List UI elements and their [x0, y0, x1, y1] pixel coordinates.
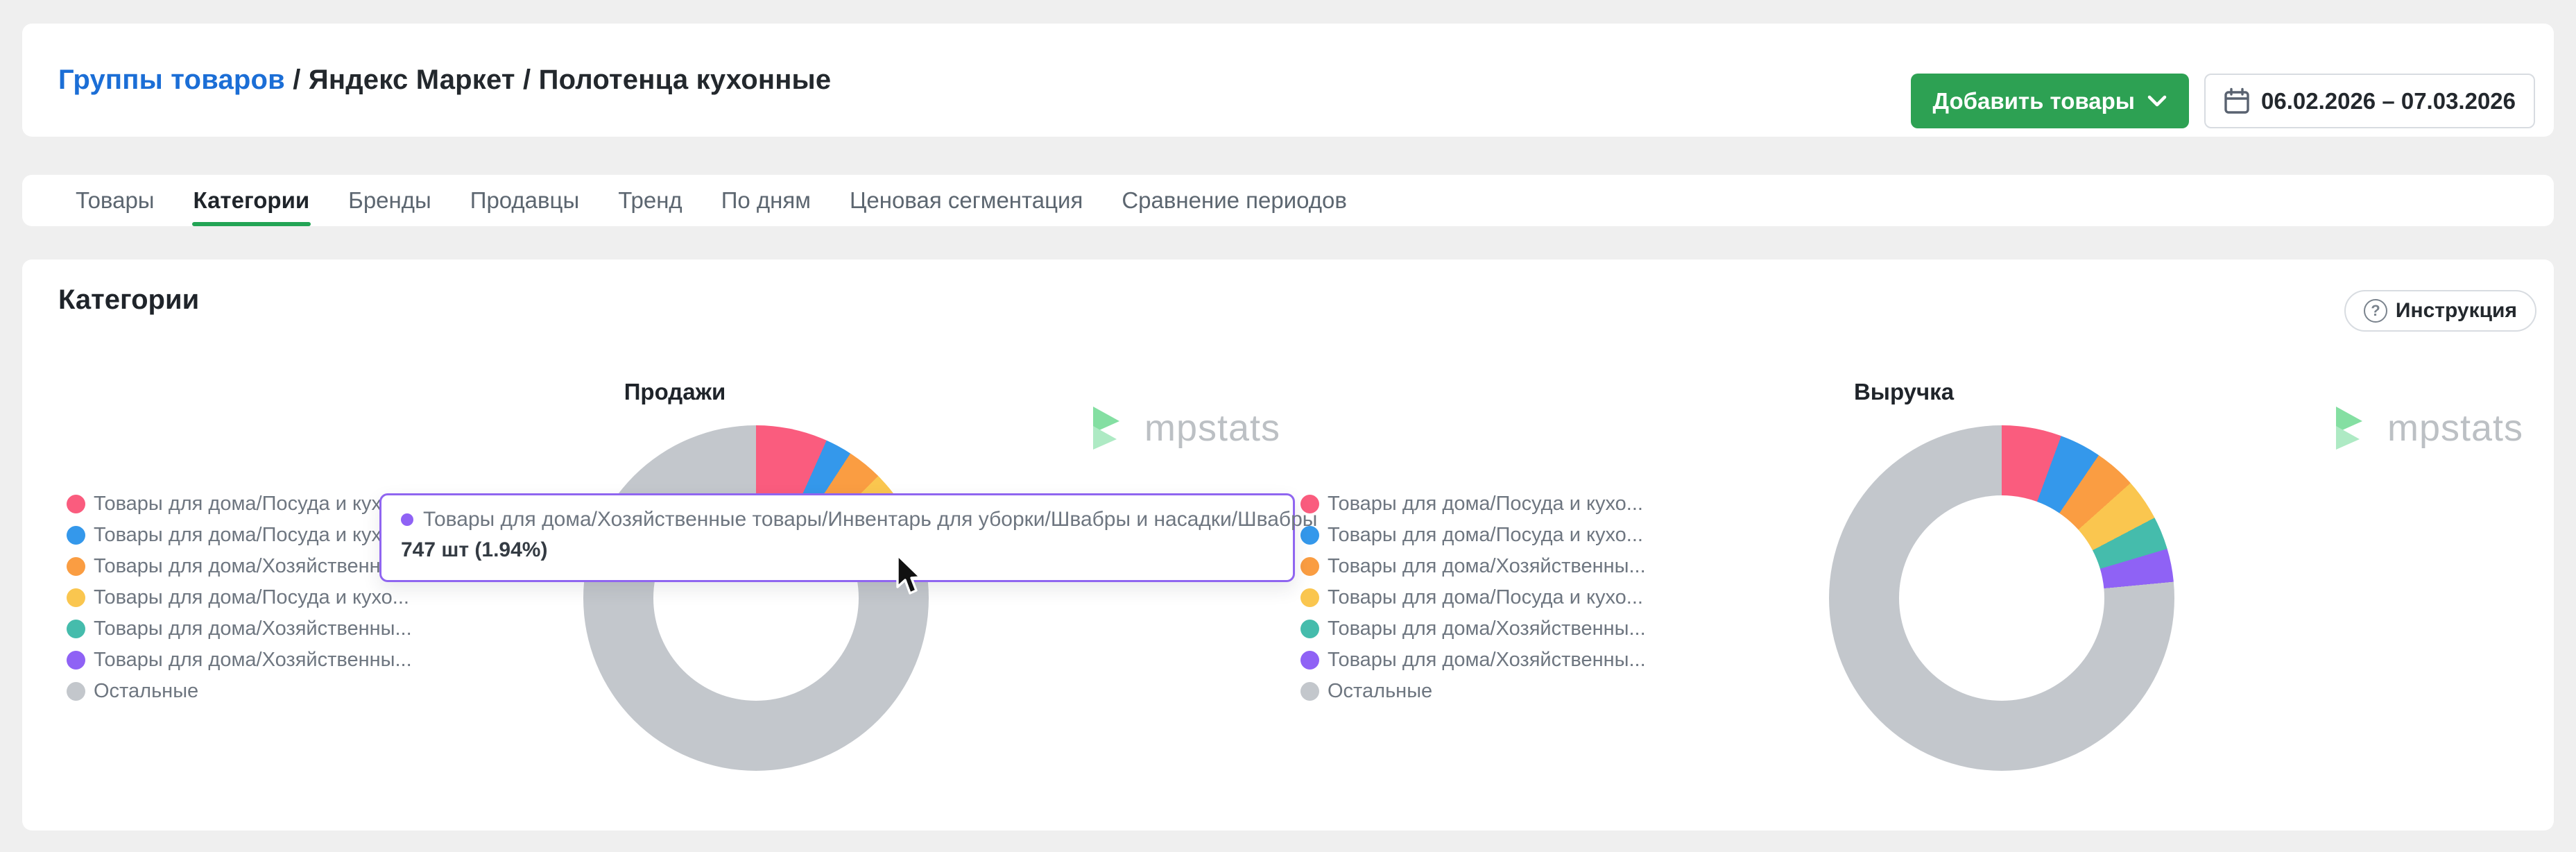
- legend-color-dot: [1300, 557, 1319, 576]
- legend-item-label: Товары для дома/Хозяйственны...: [94, 617, 412, 640]
- revenue-donut-chart[interactable]: [1829, 425, 2174, 771]
- section-title: Категории: [58, 284, 200, 315]
- categories-panel: Категории ? Инструкция Продажи Товары дл…: [22, 259, 2554, 830]
- mpstats-logo-icon: [1093, 407, 1119, 450]
- legend-item-label: Товары для дома/Посуда и кухо...: [1328, 493, 1643, 515]
- legend-color-dot: [1300, 495, 1319, 513]
- legend-item-label: Остальные: [1328, 680, 1433, 702]
- breadcrumb-link-product-groups[interactable]: Группы товаров: [58, 65, 285, 95]
- legend-color-dot: [1300, 682, 1319, 701]
- legend-item-label: Товары для дома/Посуда и кухо...: [94, 493, 409, 515]
- legend-color-dot: [67, 682, 85, 701]
- chevron-down-icon: [2147, 95, 2167, 106]
- legend-item-label: Товары для дома/Хозяйственны...: [94, 649, 412, 671]
- legend-item[interactable]: Товары для дома/Хозяйственны...: [1300, 645, 1646, 676]
- legend-color-dot: [67, 495, 85, 513]
- legend-color-dot: [1300, 526, 1319, 545]
- tab-trend[interactable]: Тренд: [618, 187, 682, 213]
- legend-item[interactable]: Товары для дома/Хозяйственны...: [1300, 613, 1646, 645]
- legend-item-label: Товары для дома/Посуда и кухо...: [94, 524, 409, 546]
- date-range-label: 06.02.2026 – 07.03.2026: [2260, 87, 2516, 114]
- mpstats-watermark: mpstats: [1088, 402, 1280, 454]
- tab-by-days[interactable]: По дням: [721, 187, 811, 213]
- tab-period-comparison[interactable]: Сравнение периодов: [1122, 187, 1347, 213]
- header-actions: Добавить товары 06.02.2026 – 07.03.2026: [1910, 74, 2535, 128]
- mpstats-logo-icon: [2336, 407, 2362, 450]
- tab-brands[interactable]: Бренды: [348, 187, 431, 213]
- legend-item[interactable]: Остальные: [67, 676, 412, 707]
- date-range-picker[interactable]: 06.02.2026 – 07.03.2026: [2204, 74, 2535, 128]
- legend-item[interactable]: Товары для дома/Хозяйственны...: [67, 613, 412, 645]
- add-products-label: Добавить товары: [1932, 87, 2135, 114]
- tab-price-segmentation[interactable]: Ценовая сегментация: [849, 187, 1083, 213]
- legend-item-label: Товары для дома/Посуда и кухо...: [1328, 586, 1643, 608]
- legend-color-dot: [67, 620, 85, 638]
- legend-item[interactable]: Остальные: [1300, 676, 1646, 707]
- tab-sellers[interactable]: Продавцы: [470, 187, 580, 213]
- tooltip-category-label: Товары для дома/Хозяйственные товары/Инв…: [423, 508, 1318, 531]
- legend-item-label: Остальные: [94, 680, 199, 702]
- mpstats-watermark: mpstats: [2330, 402, 2523, 454]
- legend-color-dot: [67, 588, 85, 607]
- legend-color-dot: [67, 557, 85, 576]
- legend-item[interactable]: Товары для дома/Посуда и кухо...: [1300, 488, 1646, 520]
- tabs-bar: Товары Категории Бренды Продавцы Тренд П…: [22, 175, 2554, 226]
- question-icon: ?: [2363, 299, 2387, 323]
- legend-item-label: Товары для дома/Хозяйственны...: [1328, 649, 1646, 671]
- revenue-legend: Товары для дома/Посуда и кухо... Товары …: [1300, 488, 1646, 707]
- legend-color-dot: [1300, 620, 1319, 638]
- page-header: Группы товаров / Яндекс Маркет / Полотен…: [22, 24, 2554, 137]
- mpstats-watermark-text: mpstats: [2387, 407, 2524, 449]
- sales-donut-chart[interactable]: [583, 425, 929, 771]
- revenue-chart-title: Выручка: [1853, 379, 1955, 404]
- sales-legend: Товары для дома/Посуда и кухо... Товары …: [67, 488, 412, 707]
- tooltip-dot: [401, 513, 413, 526]
- legend-color-dot: [1300, 588, 1319, 607]
- mouse-cursor: [896, 554, 922, 595]
- calendar-icon: [2224, 87, 2249, 114]
- add-products-button[interactable]: Добавить товары: [1910, 74, 2189, 128]
- legend-item[interactable]: Товары для дома/Посуда и кухо...: [1300, 582, 1646, 613]
- legend-item-label: Товары для дома/Посуда и кухо...: [94, 586, 409, 608]
- mpstats-watermark-text: mpstats: [1144, 407, 1281, 449]
- legend-item-label: Товары для дома/Хозяйственны...: [94, 555, 412, 577]
- legend-item-label: Товары для дома/Хозяйственны...: [1328, 617, 1646, 640]
- legend-item-label: Товары для дома/Посуда и кухо...: [1328, 524, 1643, 546]
- tab-categories[interactable]: Категории: [191, 175, 311, 226]
- legend-item[interactable]: Товары для дома/Хозяйственны...: [67, 645, 412, 676]
- breadcrumb-current: / Яндекс Маркет / Полотенца кухонные: [284, 65, 832, 95]
- legend-color-dot: [1300, 651, 1319, 670]
- instruction-button[interactable]: ? Инструкция: [2344, 290, 2536, 332]
- legend-item[interactable]: Товары для дома/Посуда и кухо...: [1300, 520, 1646, 551]
- legend-item[interactable]: Товары для дома/Посуда и кухо...: [67, 520, 412, 551]
- tab-products[interactable]: Товары: [76, 187, 155, 213]
- instruction-label: Инструкция: [2395, 299, 2517, 322]
- tooltip-value: 747 шт (1.94%): [401, 538, 548, 561]
- legend-item-label: Товары для дома/Хозяйственны...: [1328, 555, 1646, 577]
- legend-item[interactable]: Товары для дома/Хозяйственны...: [67, 551, 412, 582]
- sales-chart-title: Продажи: [624, 379, 726, 404]
- legend-item[interactable]: Товары для дома/Посуда и кухо...: [67, 488, 412, 520]
- legend-item[interactable]: Товары для дома/Хозяйственны...: [1300, 551, 1646, 582]
- legend-color-dot: [67, 526, 85, 545]
- breadcrumb: Группы товаров / Яндекс Маркет / Полотен…: [58, 65, 831, 96]
- legend-color-dot: [67, 651, 85, 670]
- chart-tooltip: Товары для дома/Хозяйственные товары/Инв…: [379, 493, 1317, 582]
- legend-item[interactable]: Товары для дома/Посуда и кухо...: [67, 582, 412, 613]
